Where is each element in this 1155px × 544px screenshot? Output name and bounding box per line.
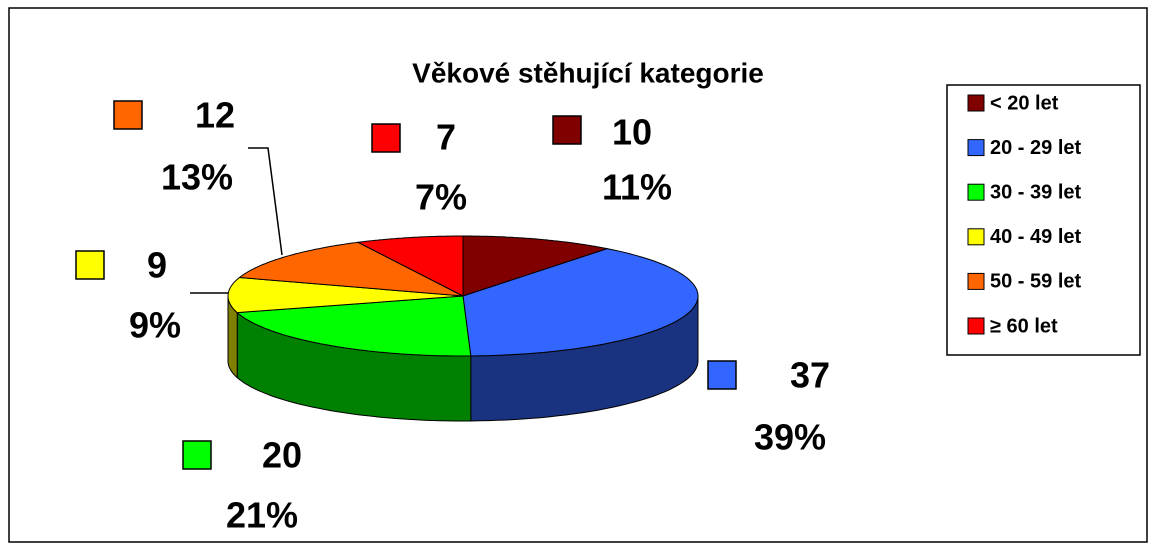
legend-swatch: [967, 272, 985, 290]
percent-label: 21%: [226, 495, 298, 536]
label-marker: [113, 100, 143, 130]
legend-swatch: [967, 94, 985, 112]
label-marker: [552, 115, 582, 145]
legend-swatch: [967, 183, 985, 201]
legend-swatch: [967, 139, 985, 157]
slice: [356, 235, 464, 297]
legend-label: 40 - 49 let: [990, 226, 1082, 248]
slice: [462, 248, 699, 357]
chart-title: Věkové stěhující kategorie: [412, 57, 764, 88]
value-label: 12: [195, 95, 235, 136]
value-label: 10: [612, 112, 652, 153]
label-marker: [182, 440, 212, 470]
slice: [462, 235, 610, 297]
legend-label: ≥ 60 let: [990, 315, 1058, 337]
value-label: 7: [436, 117, 456, 158]
value-label: 20: [262, 435, 302, 476]
percent-label: 11%: [602, 167, 672, 208]
label-marker: [75, 250, 105, 280]
leader-line: [248, 147, 283, 256]
slice: [238, 241, 464, 297]
percent-label: 13%: [161, 157, 233, 198]
percent-label: 9%: [129, 305, 181, 346]
percent-label: 39%: [754, 417, 826, 458]
legend-box: [946, 84, 1141, 356]
legend-label: < 20 let: [990, 92, 1059, 114]
value-label: 37: [790, 355, 830, 396]
legend-swatch: [967, 317, 985, 335]
legend-label: 50 - 59 let: [990, 271, 1082, 293]
legend-swatch: [967, 228, 985, 246]
legend-label: 20 - 29 let: [990, 137, 1082, 159]
label-marker: [707, 360, 737, 390]
slice: [235, 295, 472, 357]
value-label: 9: [147, 245, 167, 286]
slice: [227, 276, 464, 314]
label-marker: [371, 123, 401, 153]
legend-label: 30 - 39 let: [990, 181, 1082, 203]
percent-label: 7%: [415, 177, 467, 218]
